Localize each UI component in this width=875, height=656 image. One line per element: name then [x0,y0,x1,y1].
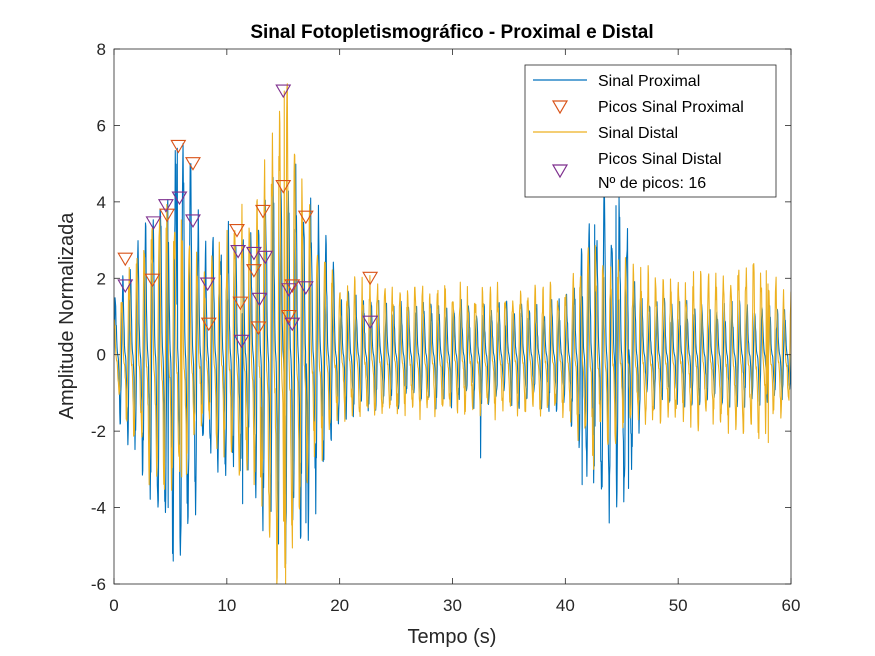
peak-marker-distal-8 [245,246,262,261]
peak-marker-proximal-1 [144,273,161,288]
peak-marker-distal-1 [145,216,162,230]
legend-box [524,64,777,198]
series-line-distal [114,83,791,584]
ticks-layer: 0 10 20 30 40 50 60 -6 -4 -2 0 2 4 6 8 [91,40,801,615]
series-line-proximal [114,143,791,565]
y-axis-label: Amplitude Normalizada [56,212,78,420]
peak-marker-proximal-12 [280,309,297,324]
peak-marker-distal-7 [233,334,250,349]
peak-marker-distal-13 [284,317,301,332]
y-tick-label-4: 2 [97,269,106,288]
peak-marker-proximal-13 [284,279,301,294]
y-tick-label-2: -2 [91,422,106,441]
peaks-layer [117,84,379,349]
legend-marker-distal-peaks [551,164,569,179]
x-tick-label-5: 50 [669,596,688,615]
y-tick-label-0: -6 [91,575,106,594]
x-axis-label: Tempo (s) [408,626,497,648]
peak-marker-proximal-10 [254,204,271,219]
peak-marker-distal-10 [257,250,274,265]
x-tick-label-3: 30 [443,596,462,615]
legend-label-proximal: Sinal Proximal [598,73,700,90]
peak-marker-distal-3 [171,191,188,206]
peak-marker-distal-5 [199,277,216,292]
peak-marker-distal-11 [275,84,292,99]
peak-marker-distal-14 [297,281,314,295]
peak-marker-proximal-6 [229,223,245,238]
x-tick-label-0: 0 [109,596,118,615]
legend: Sinal Proximal Picos Sinal Proximal Sina… [524,64,777,198]
peak-marker-distal-12 [280,283,297,297]
y-tick-label-5: 4 [97,193,106,212]
peak-marker-proximal-0 [117,252,134,267]
peak-marker-proximal-14 [297,210,314,225]
y-tick-label-1: -4 [91,499,106,518]
peak-marker-proximal-3 [170,139,187,154]
y-tick-label-6: 6 [97,116,106,135]
legend-label-peak-count: Nº de picos: 16 [598,175,706,192]
peak-marker-distal-6 [230,244,247,259]
peak-marker-proximal-4 [185,157,201,171]
x-tick-label-4: 40 [556,596,575,615]
peak-marker-distal-9 [251,292,268,307]
peak-marker-proximal-11 [275,180,292,194]
legend-marker-proximal-peaks [551,100,569,115]
peak-marker-distal-2 [157,199,174,213]
peak-marker-distal-4 [185,214,201,229]
peak-marker-distal-0 [117,279,134,294]
peak-marker-distal-15 [362,315,379,330]
peak-marker-proximal-15 [362,271,379,286]
legend-label-proximal-peaks: Picos Sinal Proximal [598,99,744,116]
legend-label-distal: Sinal Distal [598,125,678,142]
y-tick-label-3: 0 [97,346,106,365]
x-tick-label-1: 10 [217,596,236,615]
peak-marker-proximal-7 [232,296,249,311]
peak-marker-proximal-5 [200,317,217,332]
legend-label-distal-peaks: Picos Sinal Distal [598,151,722,168]
chart-title: Sinal Fotopletismográfico - Proximal e D… [250,22,653,43]
series-layer [114,83,791,584]
y-tick-label-7: 8 [97,40,106,59]
peak-marker-proximal-9 [250,321,267,336]
peak-marker-proximal-8 [245,264,262,278]
x-tick-label-6: 60 [782,596,801,615]
x-tick-label-2: 20 [330,596,349,615]
